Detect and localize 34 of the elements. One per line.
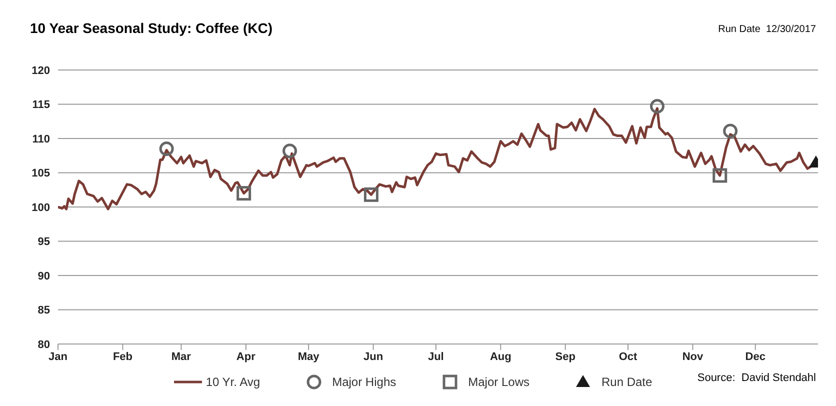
y-tick-label: 100 (32, 202, 50, 214)
y-tick-label: 110 (32, 133, 50, 146)
chart-title: 10 Year Seasonal Study: Coffee (KC) (30, 20, 272, 36)
y-tick-label: 80 (38, 338, 50, 351)
x-tick-label: Apr (236, 350, 256, 363)
source-note: Source: David Stendahl (697, 372, 816, 384)
point (236, 186, 252, 201)
y-tick-label: 90 (38, 270, 50, 282)
x-tick-label: Nov (682, 350, 704, 363)
x-tick-label: May (298, 350, 320, 363)
x-tick-label: Feb (112, 350, 133, 363)
legend-label: Major Highs (331, 374, 396, 390)
legend-label: Run Date (600, 374, 652, 390)
point (364, 187, 378, 202)
legend-label: Major Lows (467, 374, 530, 390)
point (723, 124, 738, 138)
x-tick-label: Jul (428, 350, 444, 363)
y-tick-label: 95 (38, 236, 50, 248)
x-tick-label: Oct (618, 350, 638, 363)
legend-label: 10 Yr. Avg (204, 374, 260, 390)
point (282, 144, 298, 158)
y-tick-label: 120 (32, 64, 50, 77)
y-tick-label: 105 (32, 168, 50, 180)
text: Run Date 12/30/2017 (718, 24, 816, 35)
point (650, 99, 664, 114)
point (712, 168, 728, 183)
y-tick-label: 115 (32, 99, 50, 112)
x-tick-label: Dec (745, 350, 766, 363)
x-tick-label: Mar (171, 350, 192, 363)
x-tick-label: Aug (490, 350, 512, 363)
x-tick-label: Sep (555, 350, 576, 363)
y-tick-label: 85 (38, 304, 50, 317)
x-tick-label: Jun (363, 350, 384, 363)
x-tick-label: Jan (48, 350, 68, 363)
